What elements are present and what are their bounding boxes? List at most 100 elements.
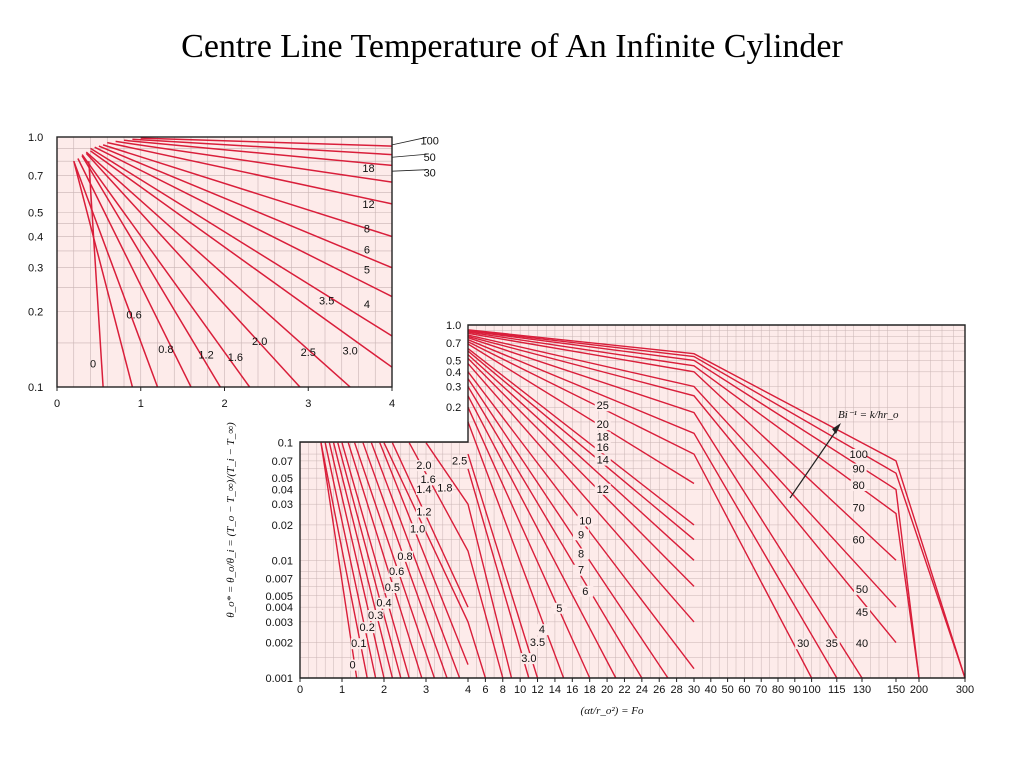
x-tick-label: 1 [339, 684, 345, 696]
curve-label: 1.8 [437, 482, 452, 494]
series-line-35 [467, 339, 838, 679]
x-tick-label: 50 [721, 684, 733, 696]
curve-label: 0 [349, 660, 355, 672]
x-tick-label: 10 [514, 684, 526, 696]
curve-label: 2.0 [252, 336, 267, 348]
y-tick-label: 0.2 [446, 402, 461, 414]
curve-label: 8 [364, 224, 370, 236]
y-tick-label: 0.07 [272, 456, 293, 468]
curve-label: 0.8 [397, 551, 412, 563]
series-line-2.0 [81, 154, 251, 388]
lower-right-series [320, 329, 966, 679]
y-tick-label: 0.003 [265, 617, 293, 629]
x-tick-label: 0 [54, 398, 60, 410]
curve-label: 2.0 [416, 460, 431, 472]
series-line-3.0 [85, 151, 351, 388]
label-backdrop [415, 460, 432, 472]
curve-label: 16 [597, 442, 609, 454]
upper-left-curve-labels: 100 50 30 18 12 8 6 5 4 3.5 3.0 2.5 2.0 1.6 1.2 0.8 0.6 0 [90, 135, 439, 370]
label-backdrop [551, 602, 568, 614]
series-line-50 [132, 138, 393, 156]
x-tick-label: 24 [636, 684, 648, 696]
slide-title: Centre Line Temperature of An Infinite C… [181, 28, 843, 65]
curve-label: 3.0 [521, 653, 536, 665]
series-line-1.6 [379, 442, 469, 665]
series-line-40 [467, 337, 863, 679]
x-axis-title: (αt/r_o²) = Fo [581, 705, 644, 717]
y-tick-label: 0.5 [28, 207, 43, 219]
x-tick-label: 200 [910, 684, 928, 696]
x-tick-label: 6 [482, 684, 488, 696]
series-line-0.6 [73, 161, 134, 388]
series-line-18 [467, 350, 695, 541]
x-tick-label: 40 [705, 684, 717, 696]
x-tick-label: 30 [688, 684, 700, 696]
curve-label: 0.3 [368, 610, 383, 622]
label-backdrop [573, 564, 589, 576]
label-backdrop [823, 638, 840, 650]
label-leader [391, 153, 427, 158]
label-backdrop [436, 482, 453, 494]
series-line-100 [140, 137, 393, 147]
curve-label: 0.5 [385, 582, 400, 594]
curve-label: 50 [424, 152, 436, 164]
series-line-5 [467, 421, 565, 679]
label-backdrop [577, 515, 594, 527]
label-backdrop [350, 638, 367, 650]
label-backdrop [795, 638, 812, 650]
x-tick-label: 4 [389, 398, 395, 410]
curve-label: 100 [421, 135, 439, 147]
series-line-30 [123, 139, 393, 167]
label-backdrop [850, 502, 867, 514]
label-backdrop [594, 454, 611, 466]
y-tick-label: 0.2 [28, 307, 43, 319]
label-backdrop [573, 548, 589, 560]
curve-label: 60 [853, 534, 865, 546]
curve-label: 0.2 [360, 622, 375, 634]
x-tick-label: 1 [138, 398, 144, 410]
curve-label: 9 [578, 529, 584, 541]
series-line-3.0 [425, 442, 513, 679]
annotation-arrowhead [832, 423, 841, 434]
x-tick-label: 3 [423, 684, 429, 696]
label-backdrop [594, 400, 611, 412]
label-backdrop [409, 523, 426, 535]
series-line-90 [467, 329, 966, 679]
x-tick-label: 3 [305, 398, 311, 410]
series-line-18 [115, 140, 393, 183]
curve-label: 1.2 [416, 507, 431, 519]
series-line-1.6 [81, 155, 221, 388]
y-tick-label: 0.002 [265, 638, 293, 650]
curve-label: 12 [362, 199, 374, 211]
x-tick-label: 18 [584, 684, 596, 696]
y-tick-label: 0.1 [28, 382, 43, 394]
y-tick-label: 1.0 [28, 132, 43, 144]
curve-label: 45 [856, 607, 868, 619]
curve-label: 100 [849, 449, 867, 461]
series-line-8 [467, 386, 643, 679]
series-line-60 [467, 332, 897, 561]
x-tick-label: 0 [297, 684, 303, 696]
upper-left-chart: 0 1 2 3 41.00.70.50.40.30.20.1 1005030181286… [28, 132, 439, 410]
x-tick-label: 2 [381, 684, 387, 696]
curve-label: 30 [797, 638, 809, 650]
curve-label: 18 [362, 163, 374, 175]
series-line-5 [94, 146, 393, 298]
curve-label: 50 [856, 584, 868, 596]
label-backdrop [850, 463, 867, 475]
x-tick-label: 4 [465, 684, 471, 696]
curve-label: 0.1 [351, 638, 366, 650]
x-tick-label: 16 [566, 684, 578, 696]
label-leader [391, 136, 427, 146]
x-tick-label: 2 [221, 398, 227, 410]
curve-label: 7 [578, 565, 584, 577]
curve-label: 3.5 [530, 637, 545, 649]
label-backdrop [850, 534, 867, 546]
series-line-7 [467, 395, 617, 679]
x-tick-label: 115 [828, 684, 846, 696]
curve-label: 70 [853, 503, 865, 515]
curve-label: 2.5 [301, 347, 316, 359]
series-line-45 [467, 335, 897, 644]
upper-left-series [73, 137, 393, 388]
